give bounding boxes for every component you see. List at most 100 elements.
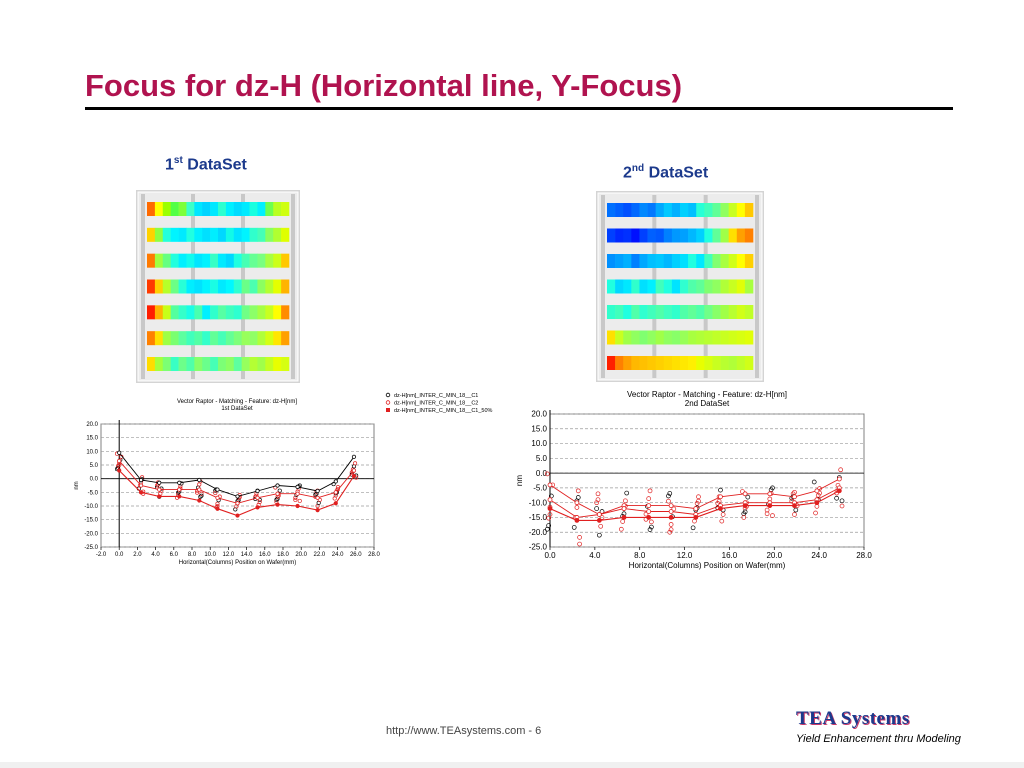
wafer-cell [273, 202, 282, 216]
wafer-cell [162, 202, 171, 216]
legend-label: dz-H[nm]_INTER_C_MIN_18__C1 [394, 393, 478, 399]
data-point [745, 494, 751, 500]
series-point [333, 501, 338, 506]
wafer-cell [241, 357, 250, 371]
wafer-cell [696, 203, 705, 217]
series-point [177, 487, 182, 492]
wafer-cell [265, 357, 274, 371]
data-point [716, 498, 722, 504]
wafer-cell [202, 227, 211, 242]
wafer-cell [728, 203, 738, 217]
footer-url: http://www.TEAsystems.com - 6 [386, 725, 542, 737]
wafer-cell [680, 356, 689, 370]
x-tick-label: 16.0 [722, 551, 738, 560]
chart-subtitle: 2nd DataSet [685, 399, 730, 408]
data-point [624, 490, 630, 496]
wafer-cell [218, 202, 227, 216]
wafer-cell [696, 279, 705, 294]
wafer-cell [249, 305, 258, 320]
data-point [718, 487, 723, 493]
wafer-cell [623, 203, 632, 217]
wafer-cell [671, 330, 681, 345]
wafer-cell [281, 202, 290, 216]
wafer-cell [257, 331, 266, 346]
data-point [335, 487, 341, 492]
wafer-cell [736, 356, 746, 370]
wafer-cell [186, 202, 195, 216]
wafer-cell [639, 203, 648, 217]
dataset-1-ordinal: st [173, 155, 183, 166]
x-tick-label: 28.0 [856, 551, 872, 560]
wafer-cell [720, 203, 729, 217]
series-point [574, 500, 580, 506]
wafer-cell [688, 228, 697, 243]
wafer-cell [736, 330, 746, 345]
wafer-cell [655, 330, 665, 345]
wafer-cell [655, 305, 665, 319]
wafer-cell [154, 202, 164, 216]
wafer-cell [712, 228, 721, 243]
chart-dataset-1: Vector Raptor - Matching - Feature: dz-H… [74, 392, 493, 566]
y-tick-label: -10.0 [529, 498, 548, 507]
wafer-cell [704, 305, 713, 319]
wafer-cell [744, 305, 754, 319]
wafer-cell [704, 254, 713, 268]
series-point [836, 476, 842, 482]
wafer-cell [265, 202, 274, 216]
data-point [199, 493, 204, 498]
data-point [741, 515, 747, 520]
series-point [117, 450, 122, 455]
series-point [814, 500, 820, 506]
data-point [577, 541, 582, 547]
wafer-cell [233, 331, 242, 346]
dataset-2-text: DataSet [648, 164, 709, 182]
wafer-cell [696, 228, 705, 243]
wafer-cell [233, 279, 242, 294]
wafer-cell [218, 305, 227, 320]
wafer-cell [696, 356, 705, 370]
series-point [767, 503, 773, 509]
wafer-cell [225, 202, 235, 216]
y-tick-label: 20.0 [531, 410, 547, 419]
data-point [696, 494, 701, 500]
x-tick-label: 24.0 [811, 551, 827, 560]
y-tick-label: 5.0 [536, 454, 548, 463]
wafer-cell [704, 356, 713, 370]
wafer-cell [194, 305, 203, 320]
series-point [255, 495, 260, 500]
wafer-cell [607, 279, 616, 294]
data-point [668, 522, 674, 527]
y-tick-label: -10.0 [84, 504, 98, 510]
wafer-cell [712, 279, 721, 294]
wafer-cell [663, 330, 673, 345]
wafer-cell [210, 305, 219, 320]
y-tick-label: 20.0 [86, 422, 98, 428]
data-point [720, 512, 726, 517]
data-point [623, 498, 628, 504]
wafer-cell [202, 202, 211, 216]
wafer-cell [712, 305, 721, 319]
wafer-cell [170, 279, 179, 294]
x-tick-label: 18.0 [277, 552, 289, 558]
wafer-cell [720, 356, 729, 370]
wafer-map-dataset-2 [596, 191, 764, 382]
series-point [138, 477, 144, 483]
series-point [197, 477, 202, 483]
y-tick-label: 10.0 [86, 449, 98, 455]
data-point [839, 498, 845, 504]
wafer-cell [170, 227, 179, 242]
dataset-1-text: DataSet [187, 156, 247, 174]
series-point [668, 509, 674, 514]
wafer-cell [225, 331, 235, 346]
x-tick-label: 20.0 [295, 552, 307, 558]
data-point [696, 498, 701, 504]
series-point [197, 498, 202, 503]
wafer-cell [249, 227, 258, 242]
series-point [668, 503, 674, 509]
y-tick-label: -25.0 [84, 545, 98, 551]
wafer-cell [688, 356, 697, 370]
data-point [598, 523, 604, 529]
series-point [275, 483, 280, 488]
data-point [199, 491, 204, 496]
series-point [547, 506, 553, 511]
